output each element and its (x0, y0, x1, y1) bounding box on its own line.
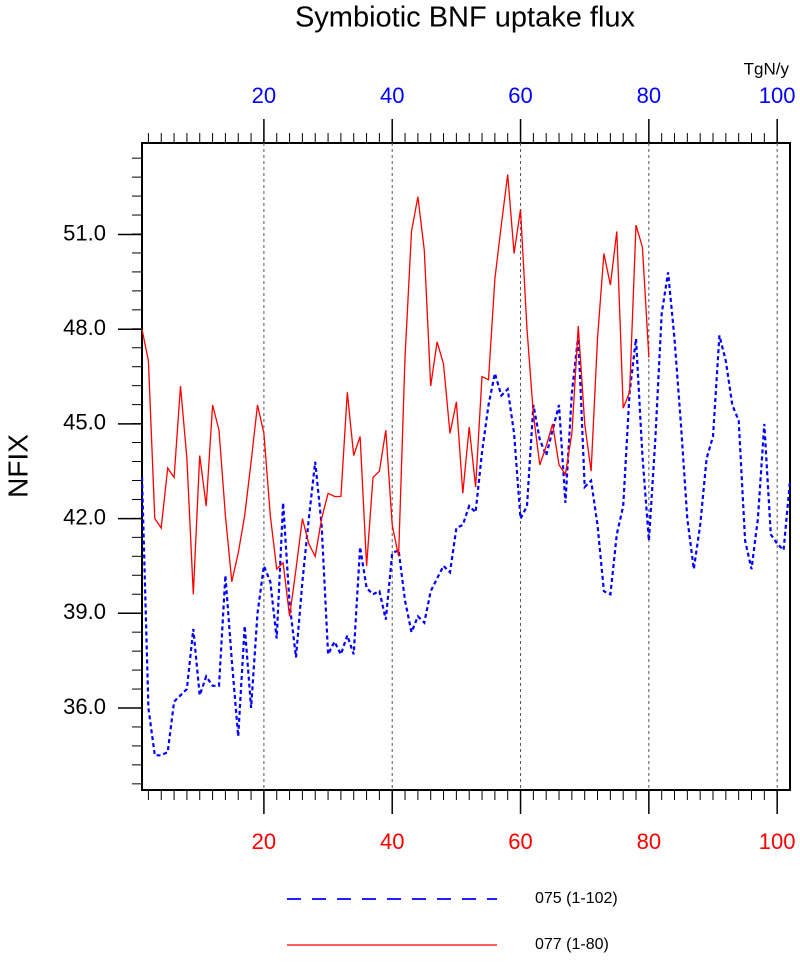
x2-tick-label: 100 (759, 83, 796, 108)
legend-label: 075 (1-102) (535, 890, 618, 907)
y-axis-label: NFIX (2, 434, 33, 498)
y-tick-label: 45.0 (63, 410, 106, 435)
y-tick-label: 36.0 (63, 694, 106, 719)
x2-tick-label: 60 (508, 83, 532, 108)
x-tick-label: 60 (508, 829, 532, 854)
plot-frame (141, 142, 791, 791)
y-tick-label: 48.0 (63, 315, 106, 340)
x-tick-label: 100 (759, 829, 796, 854)
x-tick-label: 20 (252, 829, 276, 854)
x2-tick-label: 40 (380, 83, 404, 108)
x-tick-label: 80 (637, 829, 661, 854)
y-tick-label: 39.0 (63, 599, 106, 624)
legend-label: 077 (1-80) (535, 936, 609, 953)
series-line (140, 272, 792, 757)
x2-tick-label: 20 (252, 83, 276, 108)
series-line (141, 174, 650, 617)
y-tick-label: 42.0 (63, 504, 106, 529)
chart-title: Symbiotic BNF uptake flux (295, 2, 636, 34)
x2-tick-label: 80 (637, 83, 661, 108)
x-tick-label: 40 (380, 829, 404, 854)
x2-axis-label: TgN/y (744, 59, 790, 78)
y-tick-label: 51.0 (63, 220, 106, 245)
